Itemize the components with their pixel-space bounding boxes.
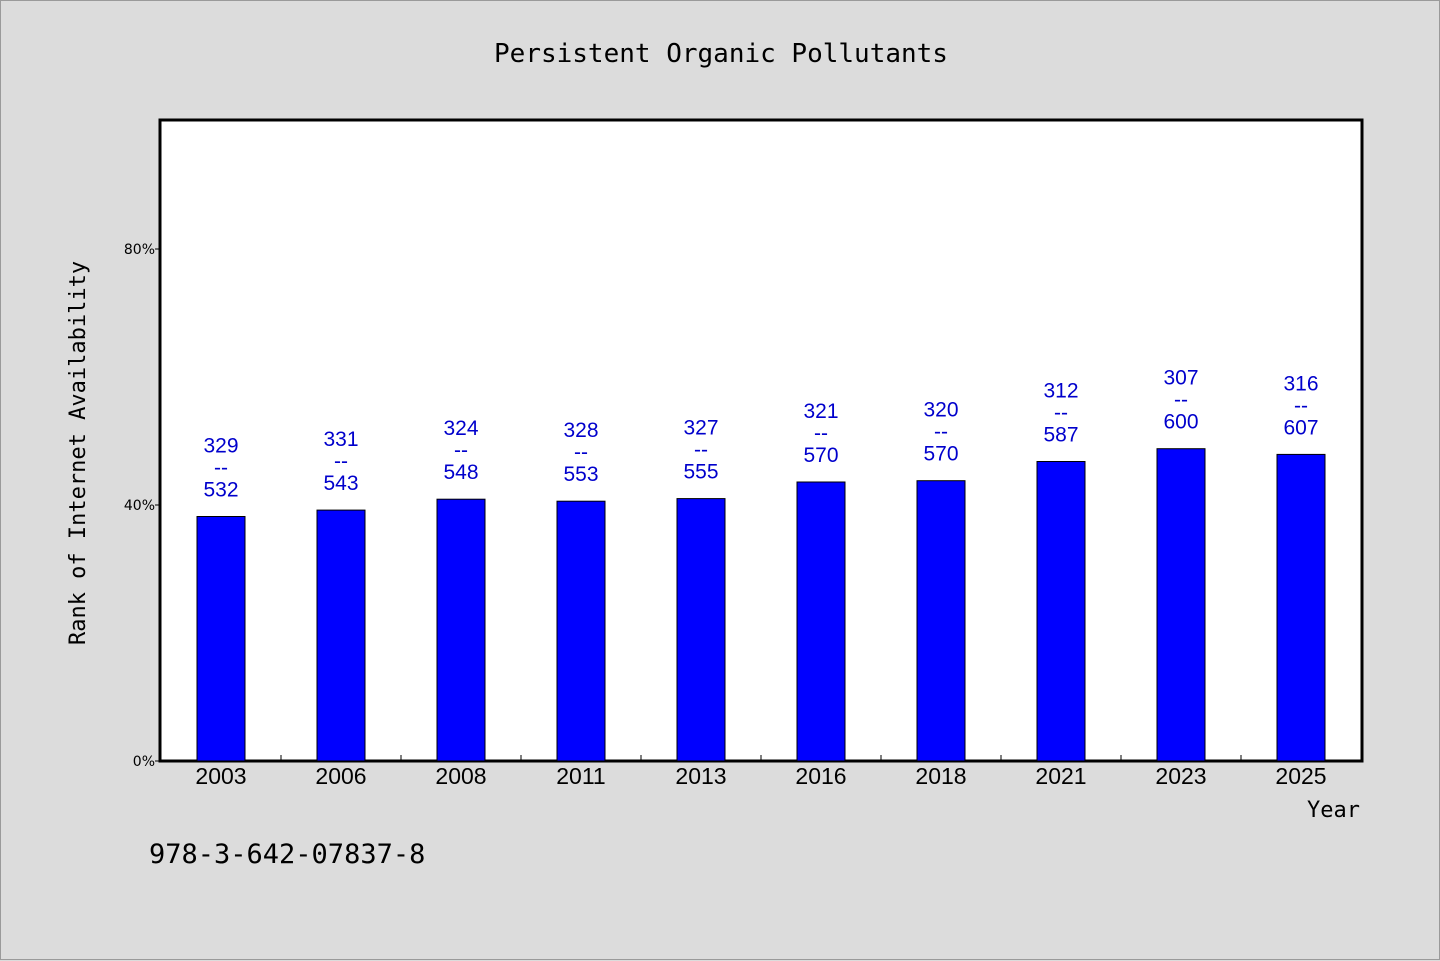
data-label-2018-sep: -- (934, 421, 948, 444)
data-label-2025-sep: -- (1294, 394, 1308, 417)
data-label-2018-top: 320 (923, 399, 958, 422)
bar-2016 (796, 481, 846, 762)
data-label-2011-bottom: 553 (563, 463, 598, 486)
data-label-2008-sep: -- (454, 439, 468, 462)
data-label-2021-sep: -- (1054, 402, 1068, 425)
x-tick-label-2006: 2006 (315, 763, 366, 789)
data-label-2013-top: 327 (683, 417, 718, 440)
y-axis: 0% 40% 80% (124, 242, 161, 770)
data-label-2021-top: 312 (1043, 380, 1078, 403)
y-tick-label-40pct: 40% (124, 498, 155, 514)
data-label-2016-sep: -- (814, 422, 828, 445)
data-label-2023-top: 307 (1163, 367, 1198, 390)
data-label-2025-bottom: 607 (1283, 416, 1318, 439)
x-tick-label-2023: 2023 (1155, 763, 1206, 789)
bars (196, 448, 1326, 762)
bar-2018 (916, 480, 966, 762)
y-tick-label-80pct: 80% (124, 242, 155, 258)
data-label-2023-sep: -- (1174, 389, 1188, 412)
bar-2025 (1276, 453, 1326, 762)
x-tick-label-2021: 2021 (1035, 763, 1086, 789)
footer-isbn: 978-3-642-07837-8 (149, 839, 425, 870)
data-label-2013-bottom: 555 (683, 461, 718, 484)
bar-2006 (316, 509, 366, 762)
data-label-2006-bottom: 543 (323, 472, 358, 495)
bar-2003 (196, 516, 246, 762)
data-label-2008-top: 324 (443, 417, 478, 440)
x-tick-label-2008: 2008 (435, 763, 486, 789)
data-label-2003-bottom: 532 (203, 479, 238, 502)
data-labels: 329--532331--543324--548328--553327--555… (203, 367, 1318, 502)
data-label-2006-top: 331 (323, 428, 358, 451)
data-label-2006-sep: -- (334, 450, 348, 473)
bar-2021 (1036, 461, 1086, 762)
y-tick-label-0pct: 0% (133, 754, 155, 770)
data-label-2011-top: 328 (563, 419, 598, 442)
data-label-2013-sep: -- (694, 439, 708, 462)
bar-2023 (1156, 448, 1206, 762)
x-tick-label-2013: 2013 (675, 763, 726, 789)
x-tick-label-2025: 2025 (1275, 763, 1326, 789)
data-label-2023-bottom: 600 (1163, 411, 1198, 434)
data-label-2025-top: 316 (1283, 372, 1318, 395)
data-label-2016-bottom: 570 (803, 444, 838, 467)
bar-2013 (676, 498, 726, 762)
data-label-2003-sep: -- (214, 457, 228, 480)
x-tick-label-2003: 2003 (195, 763, 246, 789)
x-tick-label-2011: 2011 (556, 763, 605, 789)
bar-2008 (436, 498, 486, 762)
bar-2011 (556, 500, 606, 762)
x-tick-label-2016: 2016 (795, 763, 846, 789)
x-axis-title: Year (1307, 798, 1360, 823)
x-axis: 2003 2006 2008 2011 2013 2016 2018 2021 2023 2025 (195, 755, 1327, 789)
data-label-2021-bottom: 587 (1043, 424, 1078, 447)
data-label-2018-bottom: 570 (923, 443, 958, 466)
data-label-2003-top: 329 (203, 435, 238, 458)
data-label-2008-bottom: 548 (443, 461, 478, 484)
x-tick-label-2018: 2018 (915, 763, 966, 789)
chart-title: Persistent Organic Pollutants (494, 39, 948, 69)
y-axis-title: Rank of Internet Availability (66, 261, 91, 645)
data-label-2011-sep: -- (574, 441, 588, 464)
data-label-2016-top: 321 (803, 400, 838, 423)
